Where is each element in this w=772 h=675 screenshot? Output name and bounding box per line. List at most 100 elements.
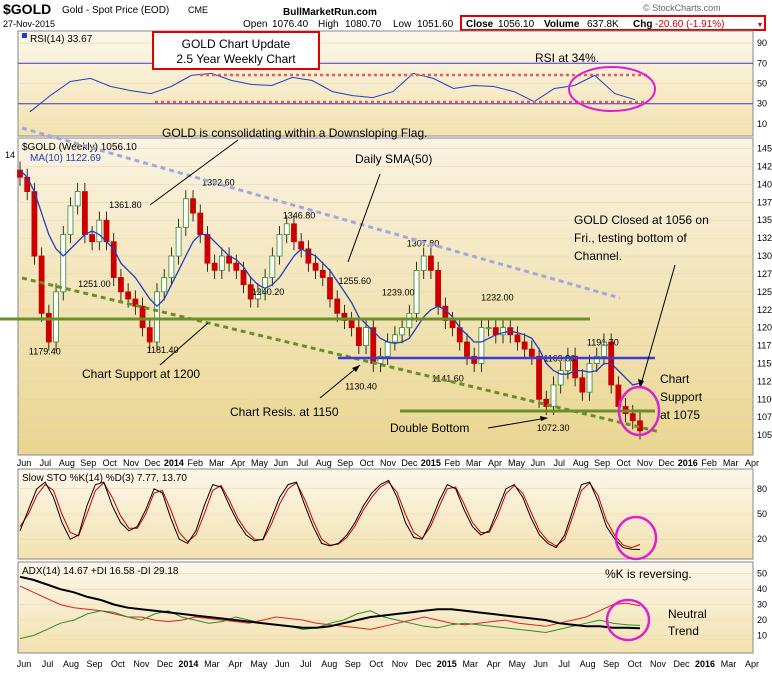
candle-body — [218, 255, 225, 271]
price-point-label: 1392.60 — [202, 178, 235, 188]
candle-body — [110, 241, 117, 278]
x-tick-label: Sep — [603, 659, 619, 669]
candle-body — [521, 341, 528, 350]
candle-body — [175, 226, 182, 257]
y-tick-label: 1375 — [757, 197, 772, 207]
candle-body — [449, 320, 456, 329]
y-tick-label: 1225 — [757, 305, 772, 315]
candle-body — [168, 255, 175, 278]
support-1075-note-2: Support — [660, 390, 703, 404]
candle-body — [154, 291, 160, 343]
candle-body — [435, 269, 442, 307]
chg-value: -20.60 (-1.91%) — [655, 19, 724, 30]
site-label: BullMarketRun.com — [283, 7, 377, 18]
y-tick-label: 90 — [757, 38, 767, 48]
y-tick-label: 1075 — [757, 412, 772, 422]
x-tick-label: Apr — [228, 659, 242, 669]
candle-body — [132, 298, 139, 307]
neutral-note-1: Neutral — [668, 607, 707, 621]
high-value: 1080.70 — [345, 19, 382, 30]
double-bottom-note: Double Bottom — [390, 421, 469, 435]
rsi-legend-swatch — [22, 33, 27, 38]
price-legend: $GOLD (Weekly) 1056.10 — [22, 142, 137, 153]
close-note-pointer — [639, 264, 676, 389]
adx-panel: 10 20 30 40 50 ADX(14) 14.67 +DI 16.58 -DI 2… — [17, 561, 767, 654]
k-reversing-note: %K is reversing. — [605, 567, 692, 581]
x-tick-label: Jul — [297, 458, 309, 468]
x-tick-label: Feb — [188, 458, 204, 468]
candle-body — [161, 277, 168, 293]
candle-body — [384, 341, 391, 357]
x-tick-label: Dec — [674, 659, 691, 669]
price-point-label: 1251.00 — [78, 279, 111, 289]
x-tick-label: Jun — [533, 659, 548, 669]
candle-body — [233, 262, 240, 271]
y-tick-label: 10 — [757, 119, 767, 129]
adx-line — [19, 575, 641, 630]
candle-body — [420, 255, 427, 271]
x-tick-label: Aug — [573, 458, 589, 468]
candle-body — [74, 191, 81, 207]
x-tick-label: Sep — [80, 458, 96, 468]
candle-body — [377, 355, 384, 364]
candle-body — [579, 377, 586, 393]
support-1075-note-3: at 1075 — [660, 408, 700, 422]
y-tick-label: 80 — [757, 484, 767, 494]
y-tick-label: 30 — [757, 99, 767, 109]
y-tick-label: 1150 — [757, 358, 772, 368]
candle-body — [413, 269, 420, 314]
x-tick-label: Jun — [17, 659, 32, 669]
x-tick-label: Aug — [316, 458, 332, 468]
brand-label: © StockCharts.com — [643, 3, 721, 13]
quote-box — [460, 15, 766, 31]
y-tick-label: 50 — [757, 569, 767, 579]
title-line-2: 2.5 Year Weekly Chart — [176, 52, 296, 66]
candle-body — [428, 255, 434, 271]
candle-body — [255, 291, 261, 300]
y-tick-label: 1300 — [757, 251, 772, 261]
down-arrow-icon — [758, 23, 762, 27]
title-box — [152, 31, 320, 70]
exchange-label: CME — [188, 5, 208, 15]
x-tick-label: Jul — [40, 458, 52, 468]
candle-body — [276, 234, 283, 257]
x-tick-label: Oct — [103, 458, 118, 468]
arrow-icon — [540, 416, 548, 421]
x-tick-label: Mar — [721, 659, 737, 669]
sma-note-pointer — [347, 173, 381, 263]
y-tick-label: 1325 — [757, 233, 772, 243]
candle-body — [146, 327, 153, 343]
x-tick-label: Oct — [360, 458, 375, 468]
x-tick-label: 2015 — [437, 659, 457, 669]
candle-body — [327, 277, 333, 300]
candle-body — [197, 212, 204, 235]
x-tick-label: Jul — [558, 659, 570, 669]
candle-body — [283, 223, 290, 235]
x-tick-label: Sep — [345, 659, 361, 669]
candle-body — [125, 291, 132, 300]
x-tick-label: Nov — [133, 659, 150, 669]
x-tick-label: Oct — [617, 458, 632, 468]
volume-label: Volume — [544, 19, 580, 30]
candle-body — [319, 269, 326, 278]
x-tick-label: Sep — [337, 458, 353, 468]
ma-value-tag: 14 — [5, 150, 15, 160]
x-tick-label: May — [250, 659, 268, 669]
x-tick-label: Aug — [321, 659, 337, 669]
double-bottom-pointer — [487, 417, 548, 429]
y-tick-label: 20 — [757, 534, 767, 544]
stoch-k-line — [19, 479, 641, 550]
x-tick-label: Apr — [487, 659, 501, 669]
adx-highlight-circle — [605, 598, 651, 642]
title-line-1: GOLD Chart Update — [182, 37, 291, 51]
candle-body — [500, 327, 506, 336]
x-tick-label: Jun — [17, 458, 32, 468]
candle-body — [247, 284, 254, 300]
candle-body — [240, 269, 247, 286]
price-point-label: 1239.00 — [382, 288, 415, 298]
candle-body — [593, 355, 600, 364]
candle-body — [291, 223, 297, 243]
x-tick-label: Apr — [231, 458, 245, 468]
candle-body — [81, 191, 88, 235]
x-tick-label: May — [251, 458, 269, 468]
